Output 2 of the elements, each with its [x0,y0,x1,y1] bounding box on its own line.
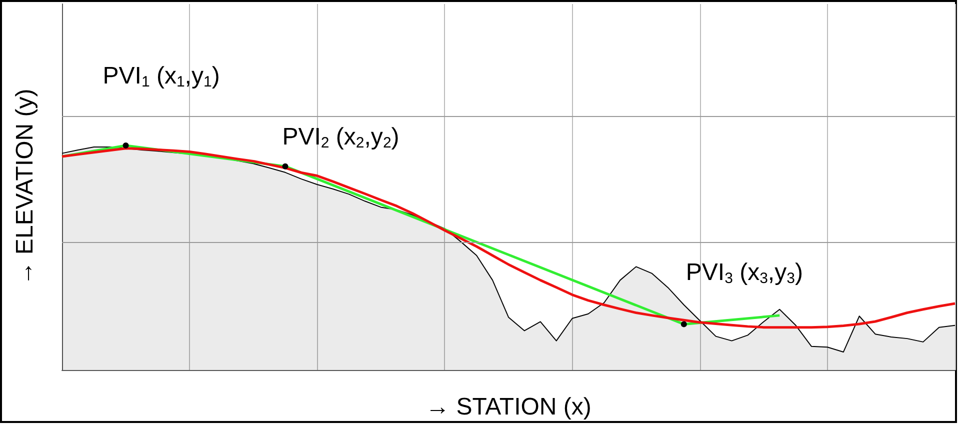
y-axis-title: → ELEVATION (y) [12,88,38,286]
x-axis-title: → STATION (x) [426,394,592,420]
